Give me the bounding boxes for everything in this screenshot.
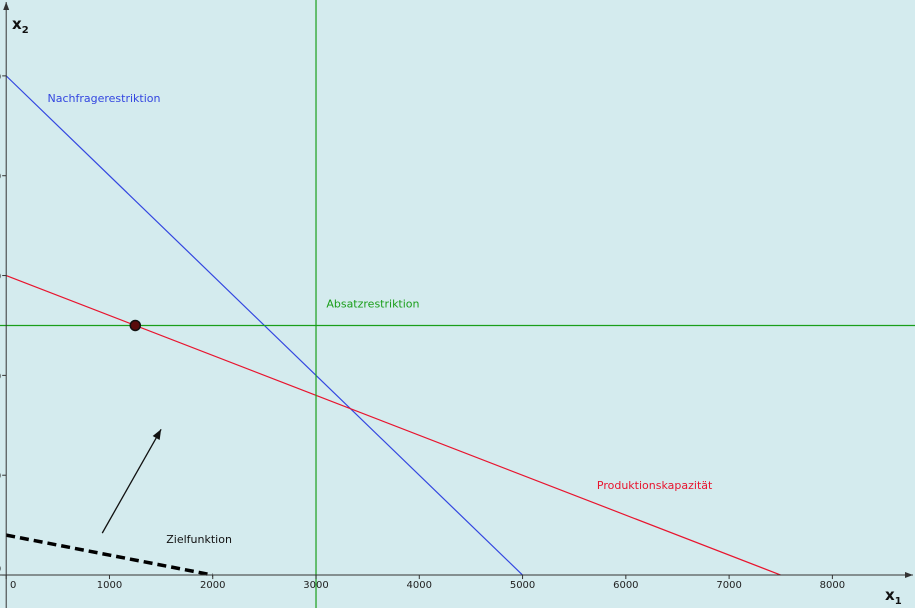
x-tick-label: 5000 [510, 580, 535, 591]
x-tick-label: 3000 [303, 580, 328, 591]
y-tick-label: 2000 [0, 371, 1, 382]
y-tick-label: 0 [0, 564, 1, 575]
produktionskapazitat-label: Produktionskapazität [597, 479, 713, 492]
y-tick-label: 1000 [0, 471, 1, 482]
x-ticks: 0 1000 2000 3000 4000 5000 6000 7000 8000 [5, 575, 845, 591]
objective-direction-arrow [101, 428, 162, 534]
y-tick-label: 5000 [0, 72, 1, 83]
x-axis-label-sub: 1 [895, 596, 902, 607]
x-tick-label: 0 [10, 580, 16, 591]
x-axis-label-base: x [885, 586, 895, 604]
x-tick-label: 1000 [97, 580, 122, 591]
y-axis-label-base: x [12, 15, 22, 33]
y-tick-label: 3000 [0, 272, 1, 283]
objective-direction-arrowhead [152, 429, 162, 440]
absatzrestriktion-label: Absatzrestriktion [326, 297, 419, 310]
x-tick-label: 6000 [613, 580, 638, 591]
zielfunktion-label: Zielfunktion [166, 533, 232, 546]
x-tick-label: 4000 [407, 580, 432, 591]
series-labels: Nachfragerestriktion Produktionskapazität… [48, 92, 714, 546]
y-ticks: 0 1000 2000 3000 4000 5000 [0, 72, 7, 576]
optimum-point [129, 319, 142, 332]
x-axis-label: x1 [885, 586, 902, 607]
x-tick-label: 2000 [200, 580, 225, 591]
y-axis-arrowhead [3, 2, 10, 10]
y-tick-label: 4000 [0, 172, 1, 183]
y-axis-label-sub: 2 [22, 25, 29, 36]
x-axis-arrowhead [905, 572, 913, 579]
produktionskapazitat-line [5, 274, 781, 576]
y-axis-label: x2 [12, 15, 29, 36]
marker-layer [129, 319, 142, 332]
zielfunktion-line [5, 533, 214, 577]
x-tick-label: 8000 [820, 580, 845, 591]
nachfragerestriktion-label: Nachfragerestriktion [48, 92, 161, 105]
x-tick-label: 7000 [716, 580, 741, 591]
